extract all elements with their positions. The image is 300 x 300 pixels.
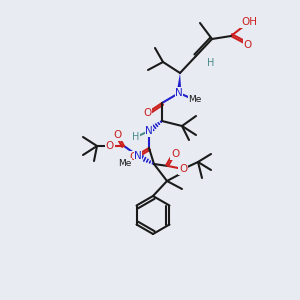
Text: H: H <box>132 132 140 142</box>
Text: O: O <box>143 108 151 118</box>
Text: O: O <box>244 40 252 50</box>
Text: Me: Me <box>118 158 132 167</box>
Text: O: O <box>171 149 179 159</box>
Text: H: H <box>207 58 215 68</box>
Text: O: O <box>179 164 187 174</box>
Text: N: N <box>134 151 142 161</box>
Text: Me: Me <box>188 95 202 104</box>
Text: O: O <box>130 152 138 162</box>
Text: O: O <box>114 130 122 140</box>
Polygon shape <box>176 73 181 93</box>
Text: N: N <box>145 126 153 136</box>
Text: O: O <box>106 141 114 151</box>
Text: N: N <box>175 88 183 98</box>
Text: OH: OH <box>241 17 257 27</box>
